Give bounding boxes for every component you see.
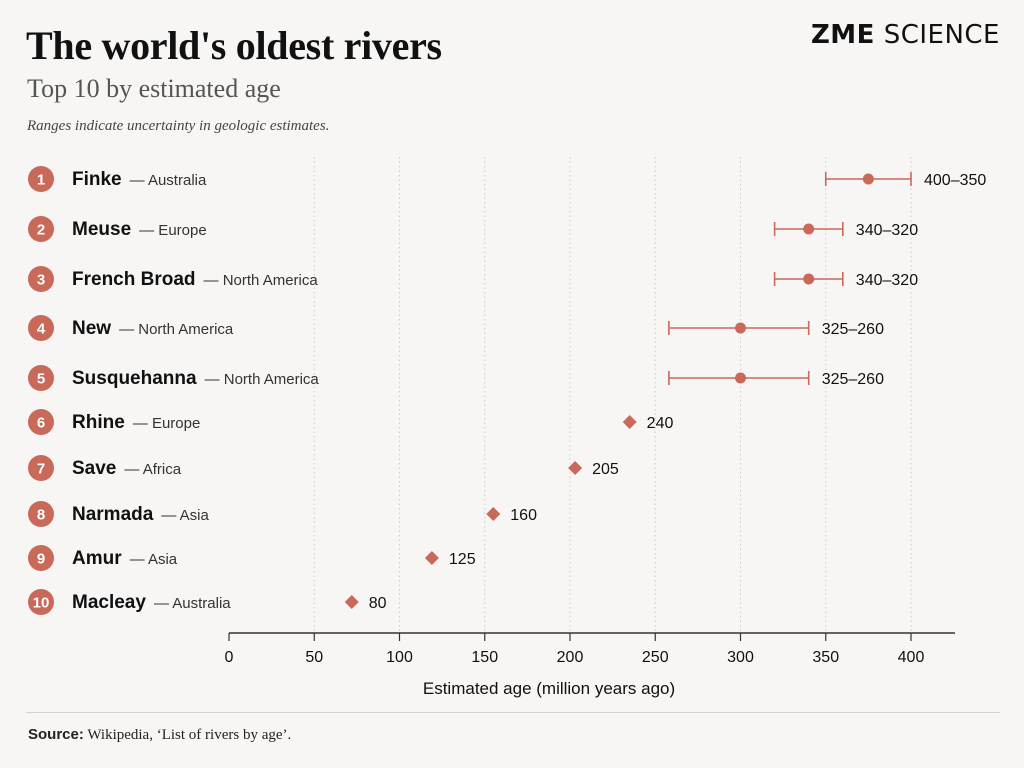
x-tick-label: 100 [386, 649, 413, 666]
river-region: — Europe [139, 222, 207, 239]
value-label: 340–320 [856, 222, 918, 239]
river-region: — North America [205, 371, 320, 388]
brand-logo-bold: ZME [810, 20, 875, 50]
estimate-diamond [568, 461, 583, 475]
chart-subtitle: Top 10 by estimated age [27, 74, 281, 103]
estimate-diamond [344, 595, 359, 609]
rank-number: 9 [37, 551, 45, 568]
value-label: 160 [510, 507, 537, 524]
rank-number: 6 [37, 415, 45, 432]
river-region: — North America [204, 272, 319, 289]
value-label: 125 [449, 551, 476, 568]
brand-logo: ZME SCIENCE [811, 20, 1000, 50]
x-tick-label: 350 [812, 649, 839, 666]
rank-badge [28, 455, 54, 481]
river-region: — Asia [130, 551, 178, 568]
value-label: 240 [647, 415, 674, 432]
river-region: — Asia [161, 507, 209, 524]
value-label: 325–260 [822, 371, 884, 388]
estimate-diamond [486, 507, 501, 521]
rank-number: 1 [37, 172, 45, 189]
x-tick-label: 300 [727, 649, 754, 666]
x-tick-label: 200 [557, 649, 584, 666]
x-tick-label: 50 [305, 649, 323, 666]
rank-badge [28, 501, 54, 527]
river-name: Meuse [72, 219, 131, 240]
value-label: 80 [369, 595, 387, 612]
rank-badge [28, 545, 54, 571]
river-name: Rhine [72, 412, 125, 433]
estimate-diamond [424, 551, 439, 565]
source-credit: Source: Wikipedia, ‘List of rivers by ag… [28, 726, 291, 744]
rank-badge [28, 166, 54, 192]
rank-number: 5 [37, 371, 45, 388]
rank-badge [28, 589, 54, 615]
x-tick-label: 150 [471, 649, 498, 666]
estimate-diamond [622, 415, 637, 429]
x-tick-label: 400 [898, 649, 925, 666]
river-name: Save [72, 458, 116, 479]
rank-number: 7 [37, 461, 45, 478]
estimate-point [803, 273, 815, 285]
river-region: — Australia [154, 595, 231, 612]
rank-badge [28, 266, 54, 292]
river-name: Finke [72, 169, 122, 190]
river-region: — Australia [130, 172, 207, 189]
river-region: — North America [119, 321, 234, 338]
value-label: 340–320 [856, 272, 918, 289]
value-label: 325–260 [822, 321, 884, 338]
river-name: French Broad [72, 269, 196, 290]
source-label: Source: [28, 726, 84, 743]
river-name: Susquehanna [72, 368, 197, 389]
chart-title: The world's oldest rivers [26, 23, 442, 68]
x-tick-label: 250 [642, 649, 669, 666]
value-label: 400–350 [924, 172, 986, 189]
x-tick-label: 0 [225, 649, 234, 666]
rank-badge [28, 365, 54, 391]
river-name: New [72, 318, 111, 339]
estimate-point [735, 322, 746, 334]
rank-number: 2 [37, 222, 45, 239]
river-name: Macleay [72, 592, 146, 613]
estimate-point [803, 223, 815, 235]
x-axis-title: Estimated age (million years ago) [423, 679, 675, 698]
rank-badge [28, 315, 54, 341]
brand-logo-light: SCIENCE [874, 20, 1000, 50]
source-text: Wikipedia, ‘List of rivers by age’. [83, 727, 292, 743]
value-label: 205 [592, 461, 619, 478]
rank-badge [28, 216, 54, 242]
river-name: Amur [72, 548, 122, 569]
river-region: — Europe [133, 415, 201, 432]
footer-divider [26, 712, 1000, 713]
river-region: — Africa [124, 461, 181, 478]
rank-number: 8 [37, 507, 45, 524]
rank-number: 3 [37, 272, 45, 289]
estimate-point [862, 173, 874, 185]
river-name: Narmada [72, 504, 154, 525]
chart-note: Ranges indicate uncertainty in geologic … [27, 118, 330, 134]
rank-badge [28, 409, 54, 435]
estimate-point [735, 372, 746, 384]
rank-number: 10 [33, 595, 50, 612]
rank-number: 4 [37, 321, 46, 338]
